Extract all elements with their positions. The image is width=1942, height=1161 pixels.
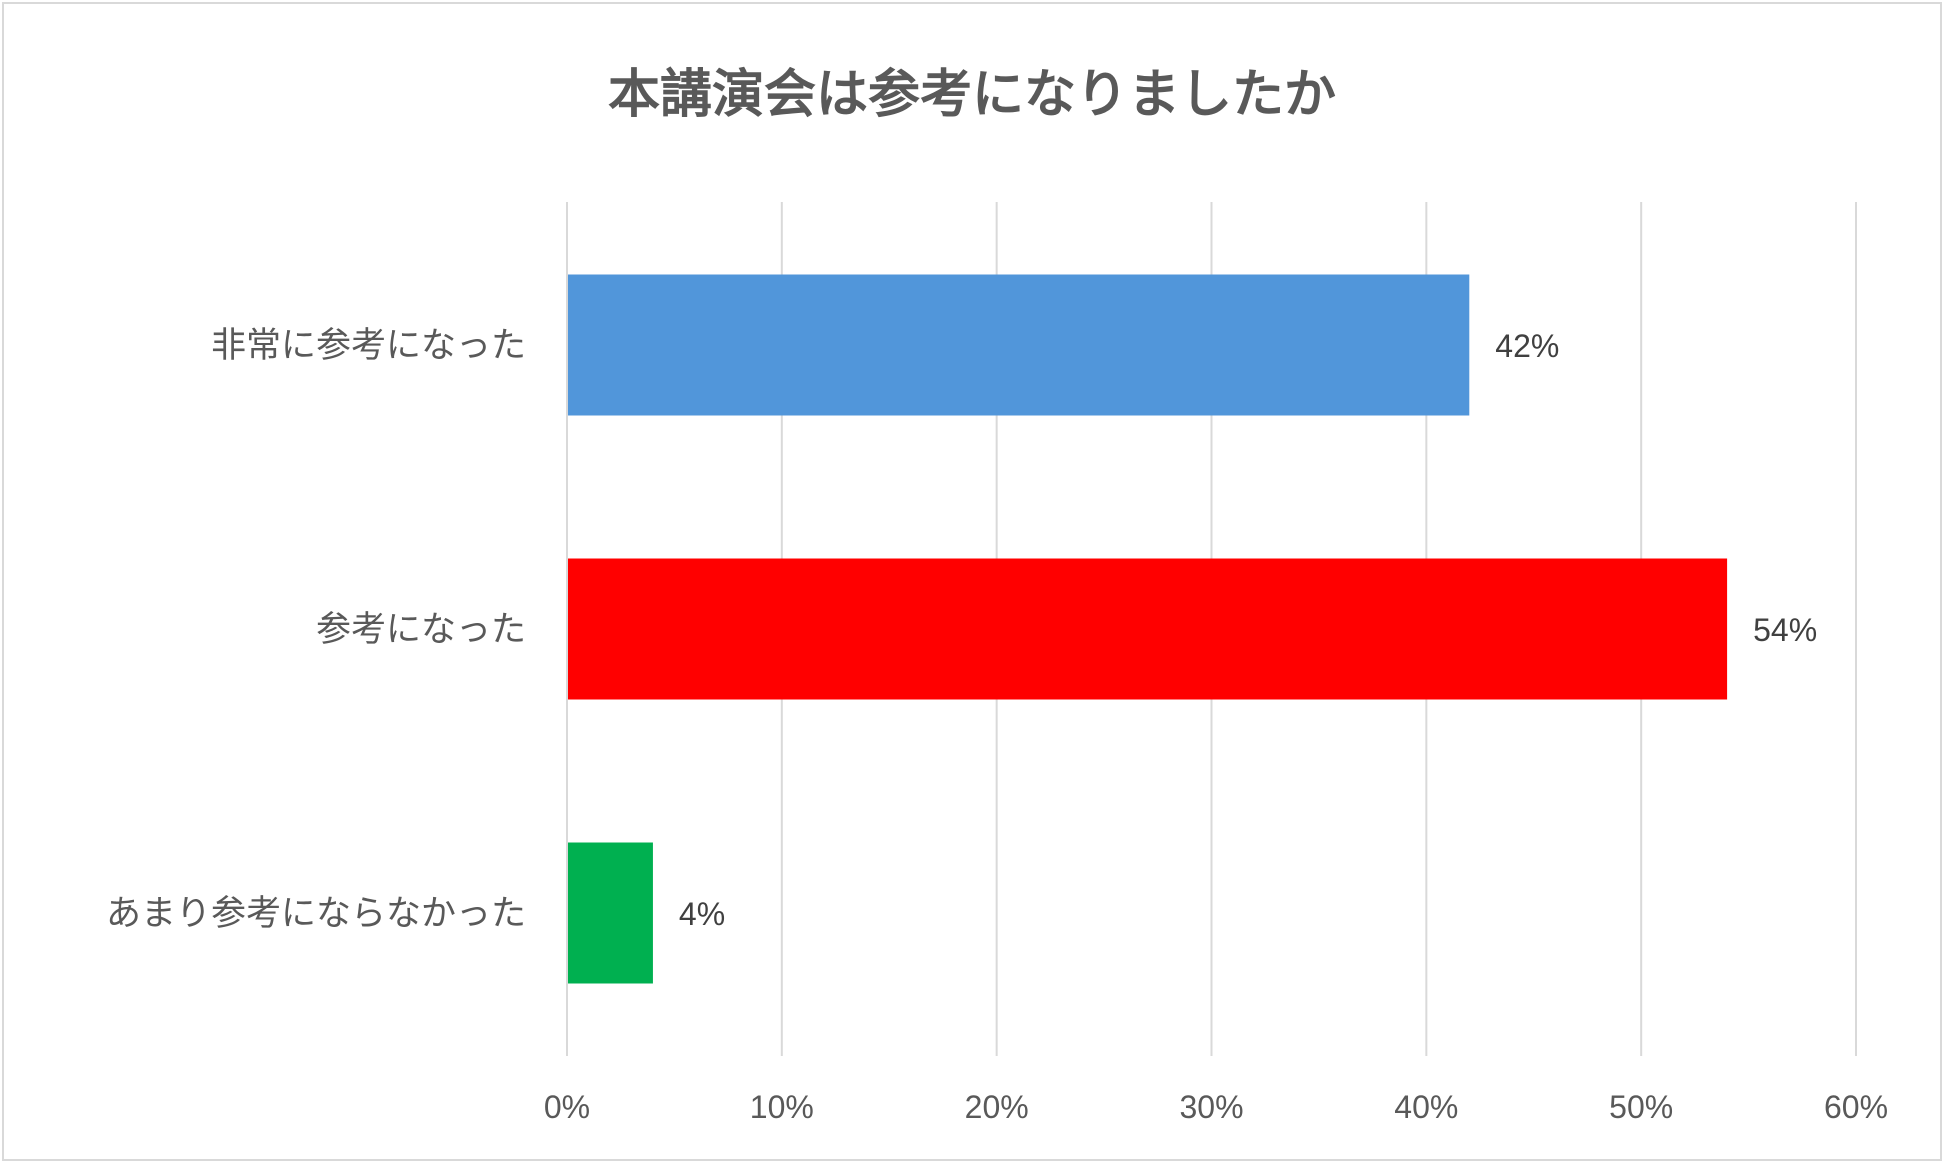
data-label-1: 54%	[1753, 612, 1817, 648]
bar-0	[568, 274, 1470, 416]
bar-chart: 本講演会は参考になりましたか 42% 54% 4% 非常に参考になった参考になったあ…	[106, 65, 1888, 1125]
x-tick-label-30: 30%	[1179, 1089, 1243, 1125]
x-axis-tick-labels: 0% 10% 20% 30% 40% 50% 60%	[544, 1089, 1888, 1125]
data-labels: 42% 54% 4%	[679, 328, 1817, 932]
category-label-0: 非常に参考になった	[211, 326, 526, 366]
data-label-0: 42%	[1495, 328, 1559, 364]
x-tick-label-40: 40%	[1394, 1089, 1458, 1125]
bar-1	[568, 558, 1728, 700]
x-tick-label-0: 0%	[544, 1089, 590, 1125]
data-label-2: 4%	[679, 896, 725, 932]
category-label-2: あまり参考にならなかった	[106, 894, 526, 934]
x-tick-label-50: 50%	[1609, 1089, 1673, 1125]
x-tick-label-20: 20%	[965, 1089, 1029, 1125]
bars	[568, 274, 1728, 984]
chart-title: 本講演会は参考になりましたか	[608, 65, 1336, 125]
bar-2	[568, 842, 653, 984]
x-tick-label-60: 60%	[1824, 1089, 1888, 1125]
category-label-1: 参考になった	[316, 610, 526, 650]
x-tick-label-10: 10%	[750, 1089, 814, 1125]
